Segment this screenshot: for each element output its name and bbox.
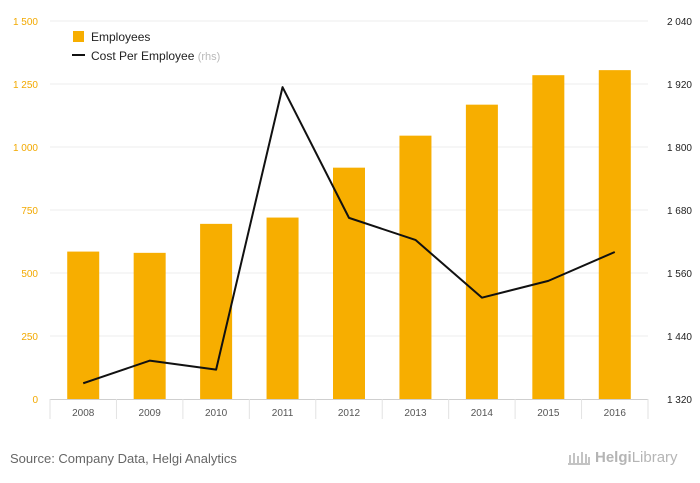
bar-employees-2009	[133, 252, 166, 399]
x-tick-label: 2010	[205, 408, 228, 419]
y-right-tick-label: 1 920	[667, 80, 692, 91]
brand-logo: Helgi Library	[566, 448, 678, 466]
bar-employees-2015	[532, 75, 565, 400]
brand-name-library: Library	[631, 448, 678, 466]
source-note: Source: Company Data, Helgi Analytics	[10, 451, 237, 466]
legend-label-rhs: (rhs)	[198, 51, 221, 63]
legend-label-cost-per-employee: Cost Per Employee (rhs)	[91, 49, 220, 63]
y-right-tick-label: 1 440	[667, 332, 692, 343]
y-left-tick-label: 1 000	[13, 143, 38, 154]
x-tick-label: 2016	[604, 408, 627, 419]
bar-employees-2012	[333, 167, 365, 399]
y-left-tick-label: 1 500	[13, 17, 38, 28]
library-building-icon	[568, 452, 590, 465]
legend-swatch-employees	[73, 31, 84, 42]
y-left-tick-label: 0	[32, 395, 38, 406]
x-tick-label: 2015	[537, 408, 560, 419]
brand-name-helgi: Helgi	[595, 448, 632, 466]
line-series	[82, 86, 616, 385]
y-left-tick-label: 1 250	[13, 80, 38, 91]
bar-employees-2008	[67, 251, 100, 399]
bars	[67, 70, 631, 400]
line-cost-per-employee	[82, 86, 616, 385]
y-right-tick-label: 1 560	[667, 269, 692, 280]
legend: Employees Cost Per Employee (rhs)	[72, 30, 220, 63]
bar-employees-2013	[399, 135, 432, 399]
x-tick-label: 2008	[72, 408, 95, 419]
y-right-tick-label: 1 320	[667, 395, 692, 406]
bar-employees-2014	[465, 104, 498, 399]
y-right-tick-label: 1 800	[667, 143, 692, 154]
y-left-tick-label: 500	[21, 269, 38, 280]
y-left-tick-label: 250	[21, 332, 38, 343]
bar-employees-2011	[266, 217, 299, 399]
x-tick-label: 2012	[338, 408, 361, 419]
y-axis-right: 1 320 1 440 1 560 1 680 1 800 1 920 2 040	[667, 17, 692, 406]
y-left-tick-label: 750	[21, 206, 38, 217]
x-tick-label: 2014	[471, 408, 494, 419]
bar-employees-2016	[598, 70, 631, 399]
y-right-tick-label: 2 040	[667, 17, 692, 28]
y-axis-left: 0 250 500 750 1 000 1 250 1 500	[13, 17, 38, 406]
bar-employees-2010	[200, 223, 233, 399]
y-right-tick-label: 1 680	[667, 206, 692, 217]
legend-label-cost-name: Cost Per Employee	[91, 49, 195, 63]
x-axis: 2008 2009 2010 2011 2012 2013 2014 2015 2016	[49, 399, 649, 419]
x-tick-label: 2011	[272, 408, 294, 419]
x-tick-label: 2009	[139, 408, 162, 419]
combo-chart: 2008 2009 2010 2011 2012 2013 2014 2015 2016 0 25…	[13, 17, 692, 419]
x-tick-label: 2013	[404, 408, 427, 419]
legend-label-employees: Employees	[91, 30, 150, 44]
